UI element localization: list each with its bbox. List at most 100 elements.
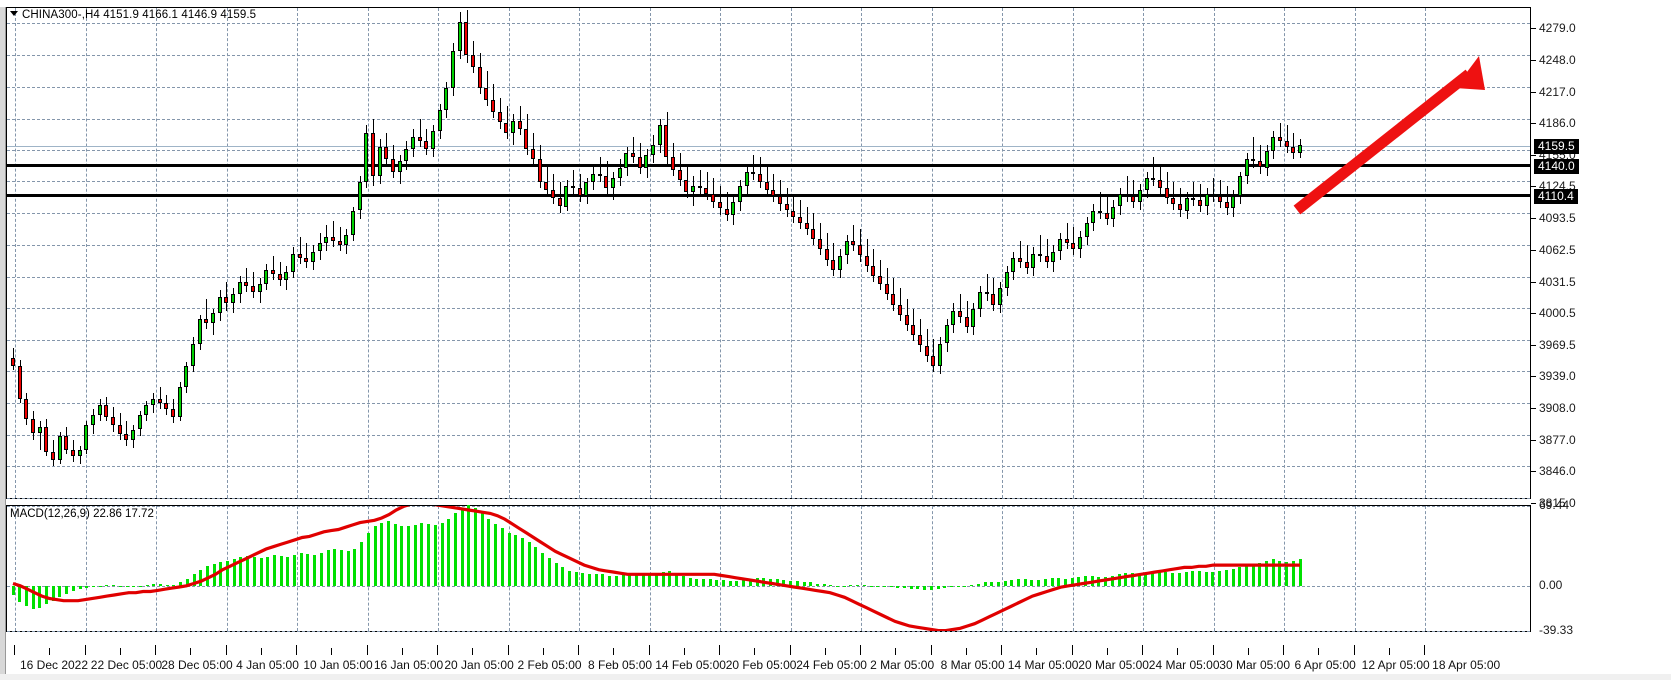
macd-histogram-bar bbox=[581, 573, 585, 586]
price-axis-tick-label: 4186.0 bbox=[1539, 116, 1576, 131]
macd-histogram-bar bbox=[306, 553, 310, 586]
candle-bearish bbox=[597, 173, 602, 176]
macd-histogram-bar bbox=[1077, 576, 1081, 586]
candle-wick bbox=[959, 294, 961, 323]
candle-wick bbox=[546, 165, 548, 197]
candle-bearish bbox=[171, 409, 176, 418]
macd-histogram-bar bbox=[1238, 567, 1242, 586]
candle-wick bbox=[1293, 132, 1295, 160]
current-price-label[interactable]: 4159.5 bbox=[1534, 138, 1579, 154]
macd-histogram-bar bbox=[990, 582, 994, 586]
price-axis[interactable]: 4279.0 4248.0 4217.0 4186.0 4155.0 4124.5 4093… bbox=[1531, 7, 1671, 637]
grid-line-horizontal bbox=[7, 86, 1530, 88]
candle-bearish bbox=[471, 55, 476, 68]
macd-histogram-bar bbox=[58, 585, 62, 598]
price-axis-tick-label: 3846.0 bbox=[1539, 464, 1576, 479]
candle-bearish bbox=[464, 22, 469, 55]
price-axis-tick-mark bbox=[1531, 471, 1536, 473]
grid-line-horizontal bbox=[7, 402, 1530, 404]
macd-histogram-bar bbox=[782, 580, 786, 586]
candle-wick bbox=[633, 136, 635, 164]
candle-bearish bbox=[1257, 161, 1262, 168]
macd-histogram-bar bbox=[1198, 570, 1201, 586]
candle-bearish bbox=[677, 169, 682, 180]
grid-line-vertical bbox=[367, 8, 369, 498]
collapse-caret-icon[interactable] bbox=[10, 11, 18, 17]
price-axis-tick-mark bbox=[1531, 186, 1536, 188]
price-axis-tick-mark bbox=[1531, 344, 1536, 346]
candle-bearish bbox=[17, 366, 22, 399]
candle-bearish bbox=[704, 188, 709, 195]
macd-histogram-bar bbox=[681, 575, 685, 586]
macd-histogram-bar bbox=[65, 585, 69, 594]
macd-histogram-bar bbox=[45, 585, 48, 605]
macd-histogram-bar bbox=[728, 581, 732, 586]
grid-line-vertical bbox=[931, 8, 933, 498]
macd-histogram-bar bbox=[480, 513, 484, 586]
price-level-label[interactable]: 4140.0 bbox=[1534, 158, 1579, 174]
current-price-line[interactable] bbox=[7, 145, 1530, 147]
candle-wick bbox=[1260, 145, 1261, 174]
macd-pane[interactable] bbox=[6, 505, 1531, 632]
macd-histogram-bar bbox=[903, 585, 906, 589]
date-axis-tick-label: 12 Apr 05:00 bbox=[1361, 658, 1430, 672]
candle-bearish bbox=[111, 417, 116, 426]
price-level-line[interactable] bbox=[7, 194, 1530, 198]
price-chart-pane[interactable] bbox=[6, 7, 1531, 499]
date-axis-tick-mark bbox=[1001, 645, 1003, 655]
macd-histogram-bar bbox=[447, 519, 451, 586]
grid-line-vertical bbox=[1425, 8, 1427, 498]
candle-bearish bbox=[1017, 257, 1022, 262]
price-level-label[interactable]: 4110.4 bbox=[1534, 188, 1578, 204]
macd-histogram-bar bbox=[205, 566, 209, 586]
candle-bearish bbox=[771, 190, 776, 197]
candle-wick bbox=[1026, 245, 1028, 274]
candle-bullish bbox=[997, 288, 1002, 305]
candle-bearish bbox=[671, 157, 676, 170]
candle-bullish bbox=[1264, 151, 1269, 168]
date-axis-tick-label: 18 Apr 05:00 bbox=[1432, 658, 1501, 672]
price-level-line[interactable] bbox=[7, 164, 1530, 167]
macd-histogram-bar bbox=[1177, 573, 1181, 586]
macd-histogram-bar bbox=[427, 523, 431, 586]
candle-bearish bbox=[637, 157, 642, 168]
grid-line-horizontal bbox=[7, 23, 1530, 25]
date-axis-tick-mark bbox=[296, 645, 298, 655]
macd-histogram-bar bbox=[815, 583, 819, 586]
macd-histogram-bar bbox=[1157, 572, 1161, 586]
price-axis-tick-mark bbox=[1531, 218, 1536, 220]
date-axis-tick-label: 30 Mar 05:00 bbox=[1219, 658, 1291, 672]
grid-line-vertical bbox=[156, 8, 157, 498]
candle-bearish bbox=[631, 153, 636, 158]
price-axis-tick-label: 3908.0 bbox=[1539, 400, 1576, 415]
macd-histogram-bar bbox=[340, 550, 343, 586]
candle-bearish bbox=[1044, 255, 1049, 262]
candle-wick bbox=[726, 192, 728, 221]
candle-bullish bbox=[411, 136, 416, 150]
price-axis-tick-mark bbox=[1531, 439, 1536, 441]
candle-wick bbox=[926, 329, 928, 362]
macd-histogram-bar bbox=[554, 562, 558, 586]
scroll-top-handle[interactable] bbox=[1521, 0, 1535, 13]
candle-wick bbox=[1226, 186, 1228, 215]
candle-wick bbox=[699, 169, 701, 195]
macd-histogram-bar bbox=[1010, 580, 1014, 586]
macd-indicator-label: MACD(12,26,9) 22.86 17.72 bbox=[10, 508, 154, 520]
price-axis-tick-mark bbox=[1531, 281, 1536, 283]
candle-bearish bbox=[757, 173, 762, 182]
horizontal-scrollbar[interactable] bbox=[0, 674, 1671, 680]
price-axis-tick-mark bbox=[1531, 376, 1536, 378]
macd-histogram-bar bbox=[1110, 575, 1114, 586]
date-axis-tick-mark bbox=[507, 645, 509, 655]
date-axis-minor-tick bbox=[1247, 648, 1249, 655]
date-axis[interactable]: 16 Dec 2022 22 Dec 05:00 28 Dec 05:00 4 Jan… bbox=[6, 632, 1531, 680]
macd-histogram-bar bbox=[755, 577, 759, 586]
date-axis-tick-label: 24 Feb 05:00 bbox=[796, 658, 867, 672]
macd-histogram-bar bbox=[1017, 578, 1020, 586]
candle-bearish bbox=[1291, 147, 1296, 154]
macd-histogram-bar bbox=[1204, 572, 1208, 586]
candle-bearish bbox=[604, 175, 609, 189]
candle-wick bbox=[159, 386, 161, 409]
macd-histogram-bar bbox=[1037, 580, 1041, 586]
date-axis-tick-label: 20 Jan 05:00 bbox=[444, 658, 514, 672]
